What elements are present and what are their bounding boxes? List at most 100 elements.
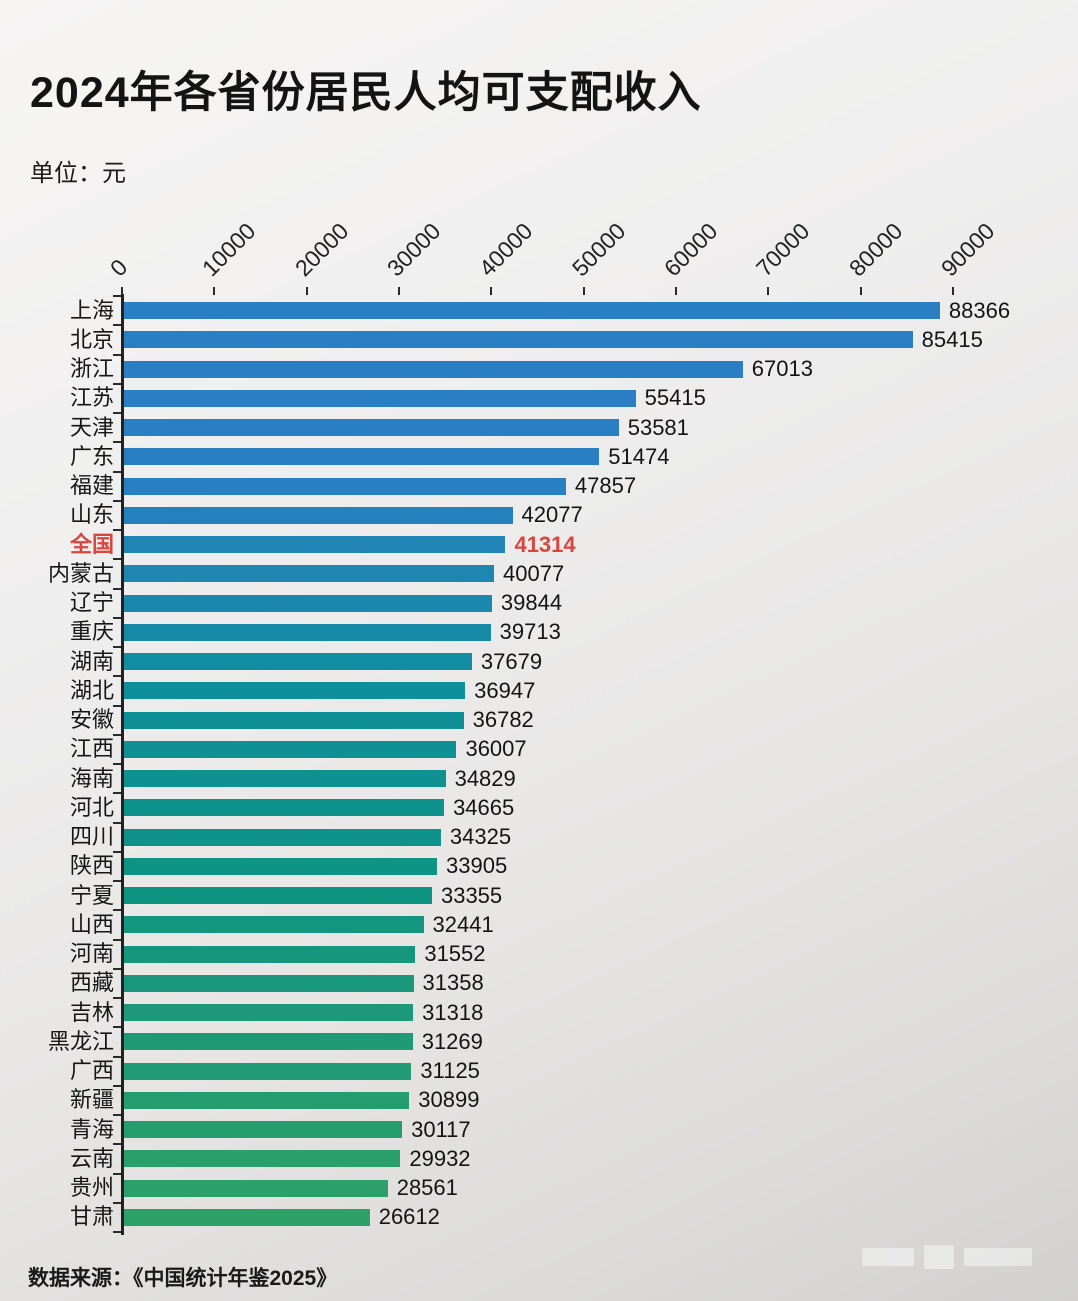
bar xyxy=(124,1033,413,1051)
y-axis-tick-mark xyxy=(113,412,121,414)
category-label: 内蒙古 xyxy=(47,560,114,586)
bar xyxy=(124,1179,388,1197)
bar xyxy=(124,857,438,875)
x-axis-tick-mark xyxy=(767,287,770,295)
value-label: 33905 xyxy=(446,853,508,879)
bar-row: 上海 88366 xyxy=(0,296,1078,325)
category-label: 山西 xyxy=(69,911,114,937)
y-axis-tick-mark xyxy=(113,821,121,824)
bar xyxy=(124,740,457,758)
category-label: 全国 xyxy=(69,531,114,557)
value-label: 41314 xyxy=(514,531,576,557)
y-axis-tick-mark xyxy=(113,1172,121,1175)
bar-row: 新疆 30899 xyxy=(0,1086,1078,1115)
y-axis-tick-mark xyxy=(113,499,121,502)
category-label: 云南 xyxy=(69,1145,114,1171)
value-label: 36947 xyxy=(474,677,536,703)
bar-row: 山西 32441 xyxy=(0,910,1078,939)
x-axis-tick-mark xyxy=(582,287,585,295)
category-label: 浙江 xyxy=(69,356,114,382)
category-label: 河北 xyxy=(69,794,114,820)
bar-row: 甘肃 26612 xyxy=(0,1203,1078,1232)
bar-row: 青海 30117 xyxy=(0,1115,1078,1144)
x-axis-tick-mark xyxy=(490,287,493,295)
bar-rows: 上海 88366 北京 85415 浙江 67013 江苏 55415 天津 53581 广东 514… xyxy=(0,296,1078,1232)
y-axis-tick-mark xyxy=(113,704,121,707)
bar xyxy=(124,594,492,612)
bar xyxy=(124,1208,370,1226)
y-axis-tick-mark xyxy=(113,733,121,736)
y-axis-tick-mark xyxy=(113,792,121,795)
value-label: 88366 xyxy=(948,297,1011,323)
y-axis-tick-mark xyxy=(113,909,121,912)
bar xyxy=(124,477,566,495)
y-axis-tick-mark xyxy=(113,1055,121,1058)
value-label: 34665 xyxy=(453,794,515,820)
y-axis-tick-mark xyxy=(113,1114,121,1116)
category-label: 四川 xyxy=(69,824,114,850)
x-axis-tick-mark xyxy=(675,287,677,295)
bar-row: 天津 53581 xyxy=(0,413,1078,442)
bar-row: 重庆 39713 xyxy=(0,618,1078,647)
bar xyxy=(124,302,940,320)
category-label: 广西 xyxy=(69,1058,114,1084)
bar xyxy=(124,419,619,437)
bar-row: 宁夏 33355 xyxy=(0,881,1078,910)
y-axis-tick-mark xyxy=(113,675,121,678)
value-label: 30117 xyxy=(411,1116,471,1142)
value-label: 67013 xyxy=(751,356,813,382)
x-axis-tick-mark xyxy=(305,287,308,295)
value-label: 31125 xyxy=(420,1058,480,1084)
y-axis-tick-mark xyxy=(113,1231,121,1233)
y-axis-tick-mark xyxy=(113,382,121,385)
bar-row: 陕西 33905 xyxy=(0,852,1078,881)
category-label: 新疆 xyxy=(69,1087,114,1113)
bar xyxy=(124,887,432,905)
category-label: 广东 xyxy=(69,443,114,469)
y-axis-tick-mark xyxy=(113,763,121,765)
y-axis-tick-mark xyxy=(113,646,121,648)
bar xyxy=(124,799,445,817)
bar xyxy=(124,828,441,846)
y-axis-tick-mark xyxy=(113,1201,121,1204)
x-axis-tick-mark xyxy=(213,287,216,295)
bar-row: 黑龙江 31269 xyxy=(0,1027,1078,1056)
y-axis-tick-mark xyxy=(113,967,121,970)
bar xyxy=(124,974,414,992)
bar-row: 四川 34325 xyxy=(0,823,1078,852)
bar xyxy=(124,770,446,788)
bar-row: 安徽 36782 xyxy=(0,706,1078,735)
y-axis-tick-mark xyxy=(113,558,121,561)
bar xyxy=(124,506,513,524)
y-axis-tick-mark xyxy=(113,938,121,941)
y-axis-tick-mark xyxy=(113,616,121,619)
category-label: 山东 xyxy=(69,502,114,528)
bar-row: 贵州 28561 xyxy=(0,1174,1078,1203)
x-axis-tick-mark xyxy=(952,287,954,295)
value-label: 37679 xyxy=(480,648,543,674)
value-label: 29932 xyxy=(409,1145,471,1171)
bar-row: 北京 85415 xyxy=(0,325,1078,354)
value-label: 32441 xyxy=(432,911,494,937)
bar xyxy=(124,565,495,583)
bar-row: 福建 47857 xyxy=(0,472,1078,501)
bar xyxy=(124,711,464,729)
bar xyxy=(124,916,424,934)
y-axis-tick-mark xyxy=(113,1026,121,1029)
x-axis-tick-mark xyxy=(398,287,400,295)
category-label: 河南 xyxy=(69,941,114,967)
category-label: 宁夏 xyxy=(69,882,114,908)
category-label: 江西 xyxy=(69,736,114,762)
value-label: 55415 xyxy=(644,385,706,411)
y-axis-tick-mark xyxy=(113,850,121,853)
bar xyxy=(124,1062,412,1080)
y-axis-tick-mark xyxy=(113,529,121,531)
category-label: 江苏 xyxy=(69,385,114,411)
value-label: 33355 xyxy=(440,882,503,908)
y-axis-tick-mark xyxy=(113,997,121,999)
unit-label: 单位：元 xyxy=(30,160,126,187)
bar xyxy=(124,389,636,407)
value-label: 34829 xyxy=(454,765,516,791)
